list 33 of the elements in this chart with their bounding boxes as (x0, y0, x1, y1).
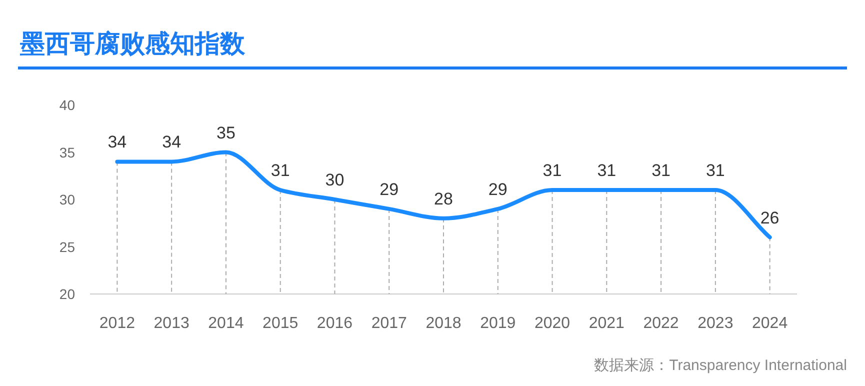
data-label: 31 (270, 161, 290, 180)
x-tick-label: 2022 (643, 315, 679, 332)
x-tick-label: 2016 (316, 315, 353, 332)
y-tick-label: 40 (59, 97, 76, 113)
x-tick-label: 2020 (534, 315, 570, 332)
x-tick-label: 2014 (208, 315, 244, 332)
data-label: 31 (706, 161, 725, 180)
data-label: 31 (542, 161, 562, 180)
data-label: 31 (652, 161, 670, 180)
x-tick-label: 2021 (588, 315, 625, 332)
chart-title: 墨西哥腐败感知指数 (19, 30, 246, 58)
x-tick-label: 2024 (752, 315, 788, 332)
source-note: 数据来源：Transparency International (594, 357, 847, 374)
data-label: 34 (162, 132, 182, 152)
y-tick-label: 35 (59, 144, 76, 160)
x-tick-label: 2013 (154, 315, 190, 332)
x-tick-label: 2018 (426, 315, 462, 332)
data-label: 29 (380, 180, 399, 199)
data-label: 29 (488, 180, 508, 199)
x-tick-label: 2012 (99, 315, 136, 332)
data-label: 34 (108, 132, 127, 152)
y-tick-label: 25 (59, 238, 76, 255)
y-tick-label: 30 (59, 192, 76, 208)
x-tick-label: 2023 (698, 315, 734, 332)
data-label: 35 (216, 123, 236, 142)
x-tick-label: 2015 (262, 315, 298, 332)
data-label: 30 (325, 170, 344, 190)
data-label: 31 (597, 161, 616, 180)
data-label: 26 (760, 208, 780, 228)
data-label: 28 (434, 189, 453, 208)
y-tick-label: 20 (59, 286, 76, 302)
x-tick-label: 2017 (371, 315, 408, 332)
x-tick-label: 2019 (480, 315, 516, 332)
